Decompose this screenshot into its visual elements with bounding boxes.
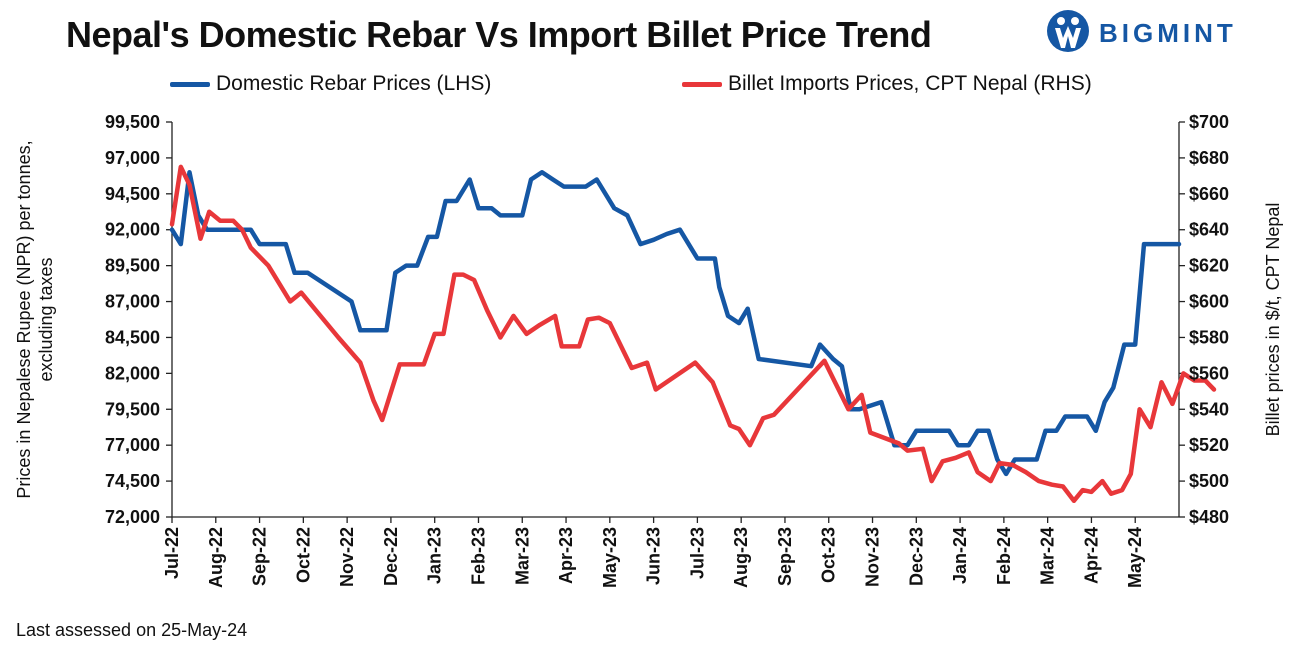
y-tick-label: 72,000	[105, 507, 160, 527]
x-tick-label: Feb-24	[994, 527, 1014, 585]
x-tick-label: Feb-23	[468, 527, 488, 585]
x-tick-label: Jul-23	[687, 527, 707, 579]
x-tick-label: Jan-23	[425, 527, 445, 584]
y-tick-label: 89,500	[105, 256, 160, 276]
y-tick-label: 87,000	[105, 292, 160, 312]
x-tick-label: Nov-23	[863, 527, 883, 587]
y-tick-label: 77,000	[105, 435, 160, 455]
brand-logo: BIGMINT	[1045, 8, 1237, 59]
series-line-domestic-rebar	[169, 170, 1182, 477]
y-tick-label: 99,500	[105, 112, 160, 132]
y2-tick-label: $600	[1189, 292, 1229, 312]
legend-label-billet-imports: Billet Imports Prices, CPT Nepal (RHS)	[728, 72, 1092, 95]
y2-tick-label: $560	[1189, 363, 1229, 383]
legend-item-domestic-rebar: Domestic Rebar Prices (LHS)	[170, 72, 491, 96]
y2-tick-label: $580	[1189, 327, 1229, 347]
chart-legend: Domestic Rebar Prices (LHS) Billet Impor…	[170, 72, 1170, 104]
legend-swatch-billet-imports	[682, 81, 722, 87]
y-tick-label: 92,000	[105, 220, 160, 240]
x-tick-label: Aug-23	[731, 527, 751, 588]
y-tick-label: 79,500	[105, 399, 160, 419]
y-tick-label: 94,500	[105, 184, 160, 204]
x-tick-label: Sep-23	[775, 527, 795, 586]
y-tick-label: 82,000	[105, 363, 160, 383]
x-tick-label: Mar-23	[512, 527, 532, 585]
x-tick-label: Sep-22	[250, 527, 270, 586]
y2-tick-label: $480	[1189, 507, 1229, 527]
x-tick-label: Apr-24	[1081, 527, 1101, 584]
y2-tick-label: $700	[1189, 112, 1229, 132]
y2-tick-label: $620	[1189, 256, 1229, 276]
y2-tick-label: $640	[1189, 220, 1229, 240]
chart-series	[169, 164, 1217, 504]
footnote: Last assessed on 25-May-24	[16, 620, 248, 640]
y2-tick-label: $500	[1189, 471, 1229, 491]
bigmint-logo-icon	[1045, 8, 1091, 59]
x-tick-label: Jun-23	[644, 527, 664, 585]
x-tick-label: Dec-23	[906, 527, 926, 586]
y-tick-label: 97,000	[105, 148, 160, 168]
chart-ticks: 72,000 74,500 77,000 79,500 82,000 84,500 87,0…	[105, 112, 1229, 588]
y-axis-title-line-1: Prices in Nepalese Rupee (NPR) per tonne…	[14, 140, 34, 498]
x-tick-label: Oct-22	[293, 527, 313, 583]
x-tick-label: Dec-22	[381, 527, 401, 586]
y2-tick-label: $540	[1189, 399, 1229, 419]
x-tick-label: May-23	[600, 527, 620, 588]
x-tick-label: Jul-22	[162, 527, 182, 579]
x-tick-label: Jan-24	[950, 527, 970, 584]
x-tick-label: Aug-22	[206, 527, 226, 588]
y2-axis-title: Billet prices in $/t, CPT Nepal	[1263, 203, 1283, 437]
brand-name: BIGMINT	[1099, 18, 1237, 48]
y2-tick-label: $680	[1189, 148, 1229, 168]
y-axis-title-line-2: excluding taxes	[36, 257, 56, 381]
y2-tick-label: $520	[1189, 435, 1229, 455]
y-tick-label: 84,500	[105, 327, 160, 347]
x-tick-label: Apr-23	[556, 527, 576, 584]
y-tick-label: 74,500	[105, 471, 160, 491]
x-tick-label: May-24	[1125, 527, 1145, 588]
legend-label-domestic-rebar: Domestic Rebar Prices (LHS)	[216, 72, 492, 95]
x-tick-label: Oct-23	[819, 527, 839, 583]
legend-swatch-domestic-rebar	[170, 81, 210, 87]
legend-item-billet-imports: Billet Imports Prices, CPT Nepal (RHS)	[682, 72, 1092, 96]
x-tick-label: Nov-22	[337, 527, 357, 587]
chart-axes	[166, 121, 1185, 523]
y2-tick-label: $660	[1189, 184, 1229, 204]
chart-title: Nepal's Domestic Rebar Vs Import Billet …	[66, 14, 932, 55]
x-tick-label: Mar-24	[1038, 527, 1058, 585]
series-line-billet-imports	[169, 164, 1217, 504]
